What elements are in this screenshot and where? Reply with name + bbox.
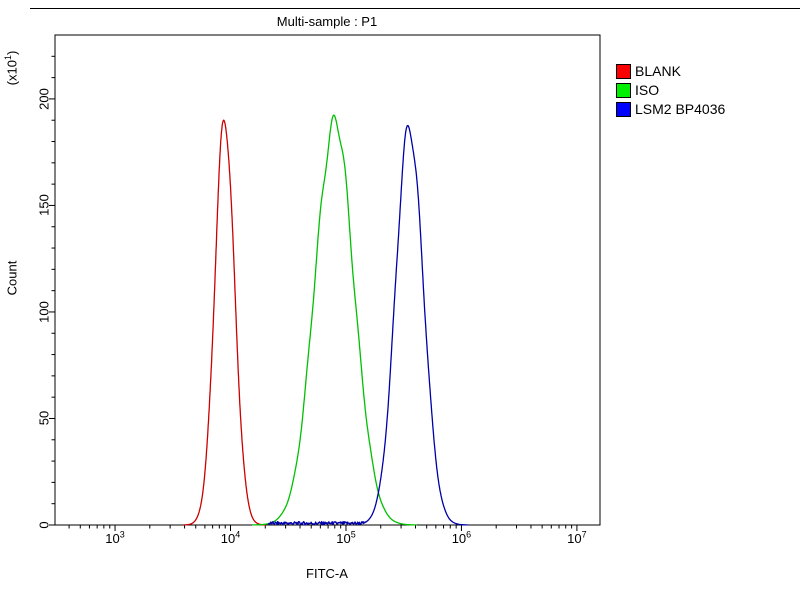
legend-item-lsm2-bp4036: LSM2 BP4036: [616, 101, 725, 117]
panel-top-border: [30, 8, 800, 9]
x-tick-label-10e5: 105: [336, 529, 356, 546]
series-curve-lsm2-bp4036: [268, 124, 468, 526]
x-axis-title: FITC-A: [306, 566, 348, 581]
series-curve-blank: [183, 119, 267, 526]
legend-swatch: [616, 63, 631, 79]
chart-title: Multi-sample : P1: [276, 14, 378, 29]
legend-label: BLANK: [635, 63, 681, 79]
legend-item-iso: ISO: [616, 82, 725, 98]
legend-label: LSM2 BP4036: [635, 101, 726, 117]
plot-border: [54, 34, 601, 526]
legend-swatch: [616, 101, 631, 117]
y-tick-label-0: 0: [36, 521, 52, 529]
x-tick-label-10e3: 103: [105, 529, 125, 546]
x-tick-label-10e7: 107: [567, 529, 587, 546]
y-axis-title: Count: [4, 260, 20, 296]
y-tick-label-200: 200: [36, 88, 52, 110]
y-tick-label-50: 50: [36, 411, 52, 426]
legend: BLANK ISO LSM2 BP4036: [616, 63, 725, 120]
x-tick-label-10e6: 106: [451, 529, 472, 546]
series-curve-iso: [251, 114, 418, 526]
legend-swatch: [616, 82, 631, 98]
y-tick-label-150: 150: [36, 194, 52, 217]
legend-label: ISO: [635, 82, 660, 98]
legend-item-blank: BLANK: [616, 63, 725, 79]
x-tick-label-10e4: 104: [220, 529, 241, 546]
y-tick-label-100: 100: [36, 301, 52, 323]
y-axis-unit: (x101): [3, 50, 20, 86]
